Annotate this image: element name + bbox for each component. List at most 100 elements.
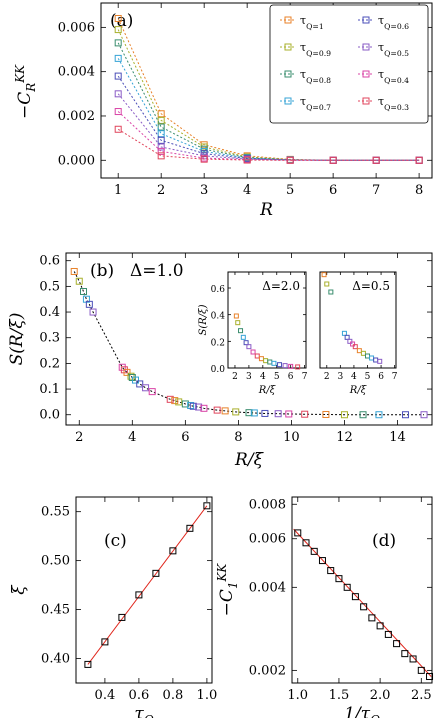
- plot-frame: [100, 2, 433, 179]
- x-tick-label: 6: [288, 372, 294, 382]
- plot-frame: [75, 496, 213, 684]
- inset-y-axis-label: S(R/ξ): [198, 304, 209, 335]
- inset-x-axis-label: R/ξ: [258, 385, 276, 396]
- inset-x-axis-label: R/ξ: [349, 385, 367, 396]
- data-point: [340, 411, 348, 419]
- x-tick-label: 2: [324, 372, 330, 382]
- inset-point: [295, 364, 301, 370]
- inset-point: [235, 320, 241, 326]
- label-part: KK: [13, 64, 27, 84]
- inset-background: [228, 272, 306, 368]
- y-tick-label: 0.6: [39, 254, 60, 269]
- inset-point: [238, 328, 244, 334]
- legend: τQ=1τQ=0.9τQ=0.8τQ=0.7τQ=0.6τQ=0.5τQ=0.4…: [269, 4, 429, 124]
- data-point: [114, 15, 122, 23]
- x-tick-label: 4: [128, 430, 136, 445]
- inset-background: [320, 272, 396, 368]
- y-tick-label: 0.5: [39, 279, 60, 294]
- y-axis-label: S(R/ξ): [7, 313, 27, 366]
- data-point: [195, 403, 203, 411]
- x-tick-label: 0.6: [129, 688, 150, 703]
- x-tick-label: 0.8: [163, 688, 184, 703]
- x-tick-label: 2: [232, 372, 238, 382]
- data-point: [135, 591, 143, 599]
- data-point: [274, 410, 282, 418]
- data-point: [189, 402, 197, 410]
- data-point: [360, 603, 368, 611]
- y-tick-label: 0.2: [39, 356, 60, 371]
- data-point: [200, 404, 208, 412]
- y-tick-label: 0.6: [211, 285, 226, 295]
- data-point: [157, 130, 165, 138]
- data-point: [343, 583, 351, 591]
- y-tick-label: 0.40: [41, 652, 70, 667]
- inset-point: [282, 363, 288, 369]
- data-point: [157, 136, 165, 144]
- x-tick-label: 5: [286, 183, 294, 198]
- x-tick-label: 2.0: [370, 688, 391, 703]
- inset-point: [324, 281, 330, 287]
- legend-label: τQ=0.5: [378, 41, 409, 58]
- inset-point: [277, 362, 283, 368]
- legend-marker: [284, 70, 292, 78]
- data-point: [286, 156, 294, 164]
- data-point: [114, 72, 122, 80]
- panel-b: 2 4 6 8 10 12 14 0.0 0.1 0.2 0.3 0.4 0.5 0.6 R/ξ S(R/ξ)…: [7, 252, 433, 470]
- x-tick-label: 2.5: [411, 688, 432, 703]
- inset-point: [350, 341, 356, 347]
- label-part: 1: [226, 581, 240, 589]
- x-tick-label: 4: [351, 372, 357, 382]
- data-point: [114, 54, 122, 62]
- x-tick-label: 4: [243, 183, 251, 198]
- data-point: [89, 308, 97, 316]
- y-tick-label: 0.008: [249, 497, 286, 512]
- data-point: [322, 410, 330, 418]
- panel-label: (c): [104, 531, 127, 551]
- label-part: τ: [300, 68, 306, 81]
- inset-point: [240, 334, 246, 340]
- inset-point: [352, 344, 358, 350]
- label-part: τ: [300, 14, 306, 27]
- data-point: [114, 26, 122, 34]
- data-point: [169, 547, 177, 555]
- data-point: [375, 411, 383, 419]
- panel-b-inset-delta-05: 2 3 4 5 6 7 R/ξ Δ=0.5: [319, 271, 398, 396]
- x-tick-label: 1.0: [287, 688, 308, 703]
- data-point: [114, 39, 122, 47]
- x-tick-label: 6: [181, 430, 189, 445]
- y-tick-label: 0.1: [39, 382, 60, 397]
- x-tick-label: 5: [365, 372, 371, 382]
- x-tick-label: 12: [336, 430, 353, 445]
- data-point: [114, 90, 122, 98]
- inset-point: [344, 334, 350, 340]
- label-part: S(R/ξ): [198, 304, 209, 335]
- inset-point: [341, 330, 347, 336]
- label-part: τ: [300, 95, 306, 108]
- data-point: [101, 638, 109, 646]
- panel-label: (b): [90, 261, 114, 281]
- panel-label: (d): [372, 531, 396, 551]
- label-part: 1/τ: [344, 704, 371, 718]
- plot-frame: [319, 271, 397, 369]
- plot-frame: [227, 271, 307, 369]
- data-point: [213, 406, 221, 414]
- data-point: [310, 547, 318, 555]
- data-point: [127, 372, 135, 380]
- label-part: Q=0.7: [306, 103, 331, 112]
- data-point: [415, 156, 423, 164]
- y-tick-label: 0.3: [39, 331, 60, 346]
- data-point: [372, 156, 380, 164]
- label-part: Q=0.5: [384, 49, 409, 58]
- y-tick-label: 0.45: [41, 603, 70, 618]
- label-part: τ: [378, 41, 384, 54]
- data-point: [426, 673, 434, 681]
- data-point: [75, 277, 83, 285]
- label-part: KK: [215, 563, 229, 583]
- legend-marker: [362, 16, 370, 24]
- data-point: [302, 539, 310, 547]
- fit-line: [87, 505, 208, 665]
- inset-point: [233, 313, 239, 319]
- data-point: [142, 384, 150, 392]
